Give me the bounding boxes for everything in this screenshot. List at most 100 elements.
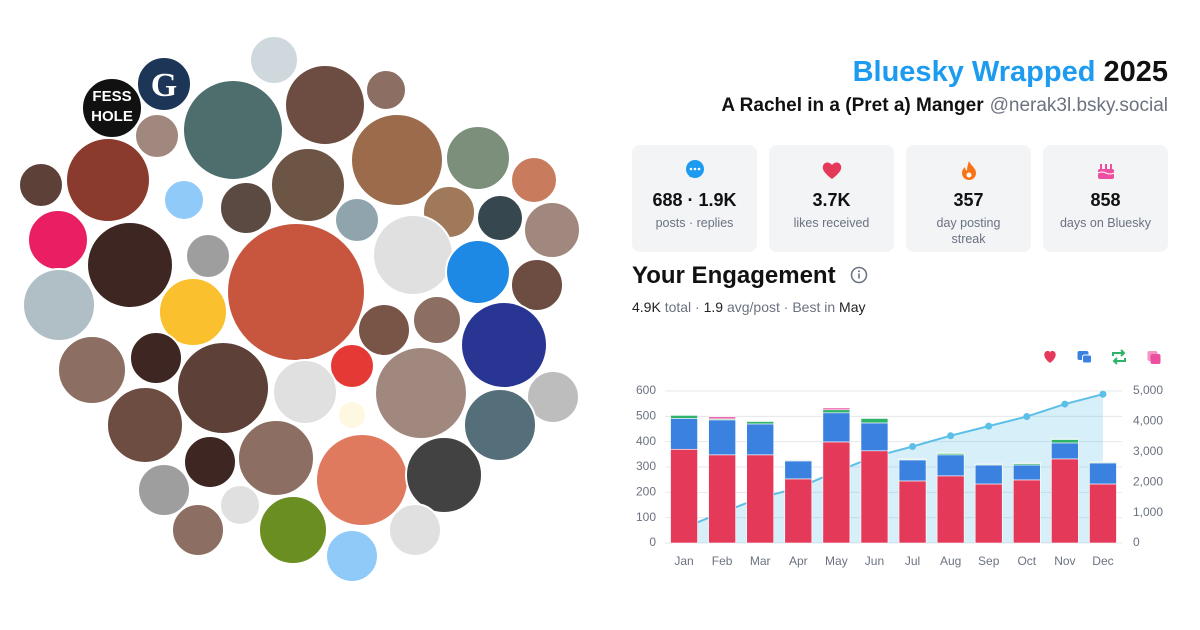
avatar-collage: FESS HOLE G <box>18 35 581 583</box>
bar-segment <box>670 448 698 544</box>
bar-segment <box>1089 462 1117 485</box>
bar-segment <box>1089 461 1117 464</box>
line-point <box>1099 390 1107 398</box>
bar-segment <box>670 415 698 419</box>
bar-segment <box>1051 439 1079 444</box>
bar-segment <box>822 412 851 443</box>
stat-card: 688 · 1.9K posts · replies <box>632 145 757 252</box>
best-month: May <box>839 299 866 315</box>
bar-segment <box>860 418 889 424</box>
avatar-text: HOLE <box>91 108 133 125</box>
avatar-text: FESS <box>92 88 131 105</box>
bar-segment <box>898 480 927 544</box>
bar-segment <box>784 478 813 544</box>
header: Bluesky Wrapped 2025 A Rachel in a (Pret… <box>721 56 1168 117</box>
bar-segment <box>1012 479 1041 544</box>
legend-icon[interactable] <box>1044 350 1056 363</box>
x-tick-label: Dec <box>1092 554 1113 568</box>
bar-segment <box>746 420 775 422</box>
stat-card: 3.7K likes received <box>769 145 894 252</box>
bar-segment <box>860 417 889 419</box>
x-tick-label: Jul <box>905 554 920 568</box>
y-tick-label: 300 <box>636 459 656 473</box>
bar-segment <box>936 454 965 477</box>
title-text: Bluesky Wrapped <box>852 56 1096 88</box>
line-point <box>794 484 802 492</box>
bar-segment <box>1051 438 1079 440</box>
legend-icon[interactable] <box>1112 349 1126 365</box>
info-icon[interactable] <box>850 266 868 284</box>
bar-segment <box>708 418 736 421</box>
bar-segment <box>974 483 1003 544</box>
x-tick-label: Feb <box>712 554 733 568</box>
bar-segment <box>746 454 775 544</box>
y-tick-label: 600 <box>636 383 656 397</box>
bar-segment <box>822 407 851 411</box>
x-tick-label: Aug <box>940 554 961 568</box>
summary: 4.9K total · 1.9 avg/post · Best in May <box>632 299 865 315</box>
y2-tick-label: 4,000 <box>1133 414 1163 428</box>
line-point <box>1023 413 1031 421</box>
line-point <box>947 432 955 440</box>
bar-segment <box>1012 462 1041 464</box>
line-point <box>870 453 878 461</box>
stat-value: 3.7K <box>812 190 851 210</box>
bar-segment <box>898 459 927 482</box>
y2-tick-label: 5,000 <box>1133 383 1163 397</box>
x-tick-label: Apr <box>789 554 808 568</box>
y2-tick-label: 1,000 <box>1133 505 1163 519</box>
stat-label: days on Bluesky <box>1059 216 1152 230</box>
bar-segment <box>936 452 965 454</box>
bar-segment <box>974 463 1003 466</box>
bar-segment <box>822 441 851 544</box>
subtitle: A Rachel in a (Pret a) Manger @nerak3l.bs… <box>721 95 1168 117</box>
line-point <box>909 442 917 450</box>
x-tick-label: Mar <box>750 554 771 568</box>
line <box>683 393 1104 529</box>
y-tick-label: 500 <box>636 409 656 423</box>
avg-label: avg/post · Best in <box>726 299 836 315</box>
bar-segment <box>860 422 889 452</box>
legend-icon[interactable] <box>1077 351 1092 364</box>
section-title: Your Engagement <box>632 262 868 290</box>
line-point <box>832 468 840 476</box>
stat-card: 858 days on Bluesky <box>1043 145 1168 252</box>
stat-card: 357 day posting streak <box>906 145 1031 252</box>
handle: @nerak3l.bsky.social <box>989 95 1168 116</box>
bar-segment <box>860 450 889 544</box>
x-tick-label: Oct <box>1017 554 1036 568</box>
y2-tick-label: 0 <box>1133 535 1140 549</box>
y2-tick-label: 3,000 <box>1133 444 1163 458</box>
avg: 1.9 <box>703 299 724 315</box>
bar-segment <box>784 459 813 462</box>
x-tick-label: Jun <box>865 554 884 568</box>
bar-segment <box>746 423 775 456</box>
bar-segment <box>670 418 698 450</box>
line-point <box>1061 400 1069 408</box>
x-tick-label: Jan <box>674 554 693 568</box>
x-tick-label: May <box>825 554 848 568</box>
title: Bluesky Wrapped 2025 <box>721 56 1168 89</box>
bar-segment <box>708 419 736 456</box>
area <box>684 394 1103 543</box>
y-tick-label: 400 <box>636 434 656 448</box>
line-point <box>985 422 993 430</box>
bar-segment <box>746 421 775 425</box>
bar-segment <box>1051 442 1079 460</box>
legend-icon[interactable] <box>1147 351 1161 364</box>
line-point <box>680 524 688 532</box>
section-title-text: Your Engagement <box>632 262 836 289</box>
stat-value: 688 · 1.9K <box>652 190 737 210</box>
bar-segment <box>822 409 851 414</box>
bar-segment <box>1089 483 1117 544</box>
total-label: total · <box>664 299 700 315</box>
year: 2025 <box>1103 56 1168 88</box>
bar-segment <box>898 458 927 461</box>
y-tick-label: 100 <box>636 510 656 524</box>
line-point <box>718 508 726 516</box>
y-tick-label: 0 <box>649 535 656 549</box>
bar-segment <box>974 464 1003 485</box>
bar-segment <box>936 453 965 456</box>
y2-tick-label: 2,000 <box>1133 474 1163 488</box>
